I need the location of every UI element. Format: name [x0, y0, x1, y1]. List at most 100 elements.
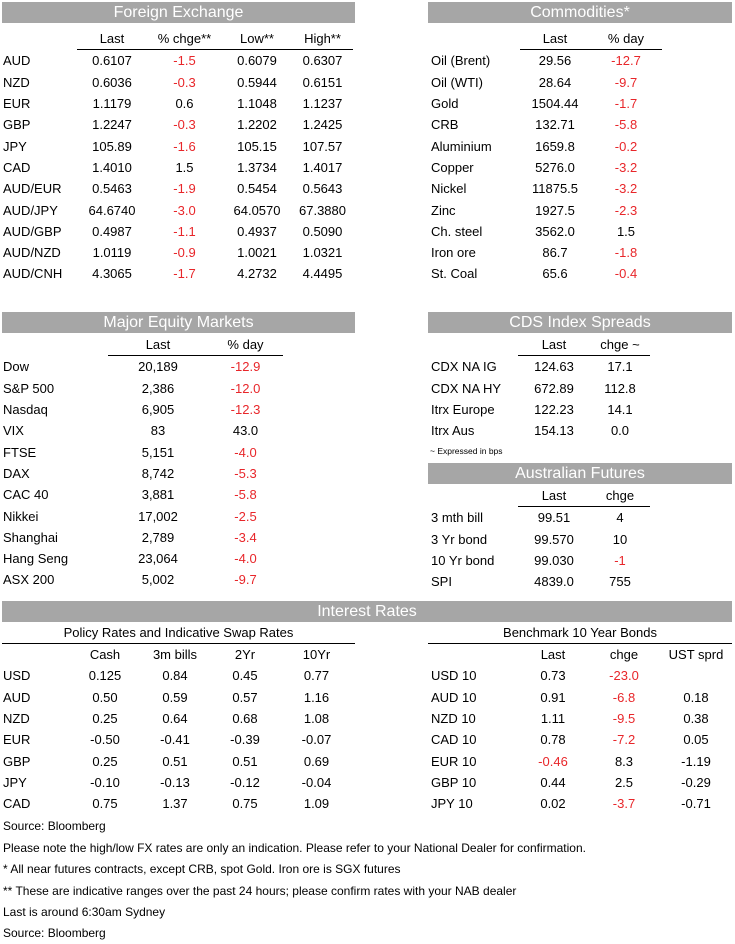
cell-value: 107.57 — [302, 138, 343, 154]
cell-value: -0.9 — [173, 245, 196, 261]
cell-value: 5276.0 — [535, 159, 575, 175]
table-row: AUD 10 0.91 -6.8 0.18 — [428, 687, 732, 708]
row-label: AUD 10 — [431, 689, 477, 705]
row-label: Itrx Aus — [431, 423, 475, 439]
table-row: VIX 83 43.0 — [0, 420, 283, 441]
cell-value: -0.3 — [173, 74, 196, 90]
cell-value: -0.39 — [230, 732, 260, 748]
cell-value: 0.84 — [162, 668, 188, 684]
row-label: Shanghai — [3, 529, 58, 545]
column-header: Last — [108, 334, 208, 357]
cell-value: -9.5 — [612, 711, 636, 727]
cell-value: 755 — [609, 574, 631, 590]
footnote-fx-disclaimer: Please note the high/low FX rates are on… — [3, 841, 586, 855]
cell-value: 43.0 — [232, 423, 259, 439]
table-row: JPY 105.89 -1.6 105.15 107.57 — [0, 135, 353, 156]
row-label: Nikkei — [3, 508, 39, 524]
cell-value: 83 — [150, 423, 166, 439]
header-row: Last% day — [0, 334, 283, 357]
cell-value: -3.4 — [234, 529, 257, 545]
column-header: % day — [208, 334, 283, 357]
row-label: EUR 10 — [431, 753, 477, 769]
row-label: AUD — [3, 53, 31, 69]
cell-value: 20,189 — [138, 359, 178, 375]
row-label: USD — [3, 668, 31, 684]
row-label: Gold — [431, 96, 459, 112]
table-row: CAD 10 0.78 -7.2 0.05 — [428, 729, 732, 750]
cell-value: 1.09 — [303, 796, 330, 812]
cell-value: -5.8 — [614, 117, 638, 133]
cell-value: 0.6036 — [92, 74, 132, 90]
table-row: USD 0.125 0.84 0.45 0.77 — [0, 665, 353, 686]
footnote-futures: * All near futures contracts, except CRB… — [3, 862, 401, 876]
row-label: S&P 500 — [3, 380, 55, 396]
table-row: GBP 10 0.44 2.5 -0.29 — [428, 772, 732, 793]
row-label: CAD — [3, 159, 31, 175]
cell-value: -1.7 — [173, 266, 196, 282]
cell-value: 1.08 — [303, 711, 330, 727]
row-label: Oil (WTI) — [431, 74, 483, 90]
cell-value: 8,742 — [141, 465, 175, 481]
table-row: JPY -0.10 -0.13 -0.12 -0.04 — [0, 772, 353, 793]
table-row: NZD 10 1.11 -9.5 0.38 — [428, 708, 732, 729]
table-row: 3 mth bill 99.51 4 — [428, 507, 650, 529]
table-row: Itrx Europe 122.23 14.1 — [428, 399, 650, 420]
cell-value: -1.5 — [173, 53, 196, 69]
table-row: Zinc 1927.5 -2.3 — [428, 199, 662, 220]
cell-value: 4839.0 — [534, 574, 574, 590]
cell-value: -7.2 — [612, 732, 636, 748]
cell-value: -12.0 — [230, 380, 261, 396]
table-row: Dow 20,189 -12.9 — [0, 356, 283, 378]
table-row: Itrx Aus 154.13 0.0 — [428, 420, 650, 441]
cell-value: 0.77 — [303, 668, 330, 684]
header-row: Last chge ~ — [428, 334, 650, 357]
cell-value: 4.2732 — [237, 266, 277, 282]
cell-value: 28.64 — [538, 74, 572, 90]
table-row: Nickel 11875.5 -3.2 — [428, 178, 662, 199]
equity-header: Major Equity Markets — [2, 312, 355, 333]
table-row: DAX 8,742 -5.3 — [0, 463, 283, 484]
row-label: CAD 10 — [431, 732, 477, 748]
cell-value: -4.0 — [234, 444, 257, 460]
table-row: CAD 1.4010 1.5 1.3734 1.4017 — [0, 157, 353, 178]
cell-value: 0.51 — [232, 753, 258, 769]
cell-value: -1.9 — [173, 181, 196, 197]
table-row: NZD 0.6036 -0.3 0.5944 0.6151 — [0, 72, 353, 93]
table-row: JPY 10 0.02 -3.7 -0.71 — [428, 793, 732, 814]
cds-table: Last chge ~ CDX NA IG 124.63 17.1 CDX NA HY 67… — [428, 334, 650, 441]
cell-value: -0.13 — [160, 774, 190, 790]
cell-value: 1.5 — [175, 159, 194, 175]
cell-value: 0.5944 — [237, 74, 277, 90]
row-label: St. Coal — [431, 266, 478, 282]
cds-note: ~ Expressed in bps — [430, 446, 503, 456]
cell-value: 0.44 — [540, 774, 566, 790]
cell-value: 0.75 — [92, 796, 118, 812]
cell-value: 4.4495 — [302, 266, 343, 282]
row-label: Iron ore — [431, 245, 476, 261]
cell-value: 8.3 — [614, 753, 634, 769]
bonds-table: Last chge UST sprd USD 10 0.73 -23.0 AUD 10 0.9… — [428, 644, 732, 814]
cell-value: 0.68 — [232, 711, 258, 727]
equity-table: Last% day Dow 20,189 -12.9 S&P 500 2,386 -12.0… — [0, 334, 283, 591]
column-header: chge — [590, 485, 650, 508]
table-row: EUR -0.50 -0.41 -0.39 -0.07 — [0, 729, 353, 750]
cell-value: 105.89 — [92, 138, 132, 154]
cell-value: -4.0 — [234, 551, 257, 567]
row-label: 3 mth bill — [431, 510, 484, 526]
cell-value: 10 — [612, 531, 628, 547]
table-row: 10 Yr bond 99.030 -1 — [428, 550, 650, 571]
row-label: ASX 200 — [3, 572, 55, 588]
cell-value: 0.91 — [540, 689, 566, 705]
cell-value: 23,064 — [138, 551, 178, 567]
column-header: Last — [77, 28, 147, 51]
cell-value: 0.6107 — [92, 53, 132, 69]
cell-value: 5,002 — [141, 572, 175, 588]
row-label: GBP — [3, 753, 31, 769]
row-label: JPY — [3, 138, 27, 154]
row-label: Ch. steel — [431, 223, 483, 239]
cell-value: 4 — [616, 510, 624, 526]
cell-value: 86.7 — [542, 245, 568, 261]
cell-value: 29.56 — [538, 53, 572, 69]
cell-value: 1.1237 — [302, 96, 343, 112]
cell-value: 1.5 — [616, 223, 636, 239]
